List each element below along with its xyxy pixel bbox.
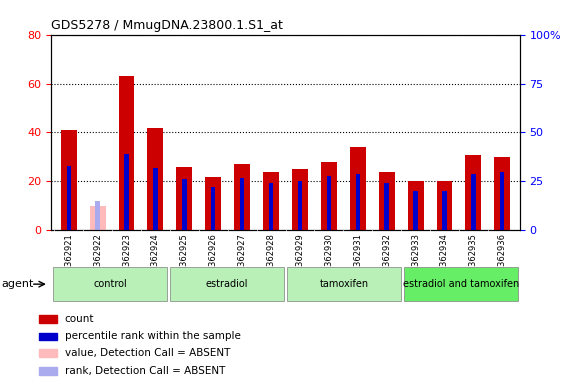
Bar	[124, 154, 128, 230]
Text: estradiol: estradiol	[206, 279, 248, 289]
Text: GDS5278 / MmugDNA.23800.1.S1_at: GDS5278 / MmugDNA.23800.1.S1_at	[51, 19, 283, 32]
Text: GSM362929: GSM362929	[295, 233, 304, 284]
Bar	[404, 267, 518, 301]
Text: tamoxifen: tamoxifen	[319, 279, 369, 289]
Text: GSM362926: GSM362926	[209, 233, 218, 284]
Text: GSM362936: GSM362936	[498, 233, 507, 284]
Bar	[443, 191, 447, 230]
Bar	[471, 174, 476, 230]
Bar	[465, 154, 481, 230]
Bar	[298, 182, 302, 230]
Text: GSM362934: GSM362934	[440, 233, 449, 284]
Bar	[119, 76, 135, 230]
Bar	[436, 182, 452, 230]
Bar	[90, 206, 106, 230]
Bar	[234, 164, 250, 230]
Bar	[176, 167, 192, 230]
Text: GSM362925: GSM362925	[180, 233, 189, 284]
Text: GSM362923: GSM362923	[122, 233, 131, 284]
Bar	[39, 349, 57, 357]
Bar	[39, 333, 57, 340]
Bar	[269, 184, 273, 230]
Bar	[413, 191, 418, 230]
Text: value, Detection Call = ABSENT: value, Detection Call = ABSENT	[65, 348, 230, 358]
Text: rank, Detection Call = ABSENT: rank, Detection Call = ABSENT	[65, 366, 225, 376]
Bar	[379, 172, 395, 230]
Bar	[408, 182, 424, 230]
Bar	[211, 187, 215, 230]
Text: GSM362924: GSM362924	[151, 233, 160, 284]
Bar	[356, 174, 360, 230]
Bar	[170, 267, 284, 301]
Bar	[67, 166, 71, 230]
Bar	[240, 177, 244, 230]
Bar	[287, 267, 401, 301]
Text: GSM362922: GSM362922	[93, 233, 102, 284]
Bar	[263, 172, 279, 230]
Bar	[61, 130, 77, 230]
Bar	[494, 157, 510, 230]
Bar	[206, 177, 221, 230]
Text: GSM362933: GSM362933	[411, 233, 420, 284]
Bar	[182, 179, 187, 230]
Text: control: control	[93, 279, 127, 289]
Text: GSM362927: GSM362927	[238, 233, 247, 284]
Bar	[384, 184, 389, 230]
Text: GSM362928: GSM362928	[267, 233, 276, 284]
Bar	[147, 127, 163, 230]
Text: GSM362935: GSM362935	[469, 233, 478, 284]
Text: agent: agent	[2, 279, 34, 289]
Bar	[39, 315, 57, 323]
Bar	[39, 367, 57, 375]
Text: GSM362921: GSM362921	[64, 233, 73, 284]
Bar	[327, 175, 331, 230]
Bar	[350, 147, 365, 230]
Text: count: count	[65, 314, 94, 324]
Bar	[321, 162, 337, 230]
Text: GSM362930: GSM362930	[324, 233, 333, 284]
Bar	[292, 169, 308, 230]
Bar	[95, 201, 100, 230]
Text: GSM362931: GSM362931	[353, 233, 362, 284]
Text: percentile rank within the sample: percentile rank within the sample	[65, 331, 240, 341]
Bar	[153, 168, 158, 230]
Text: estradiol and tamoxifen: estradiol and tamoxifen	[403, 279, 519, 289]
Bar	[53, 267, 167, 301]
Text: GSM362932: GSM362932	[382, 233, 391, 284]
Bar	[500, 172, 504, 230]
